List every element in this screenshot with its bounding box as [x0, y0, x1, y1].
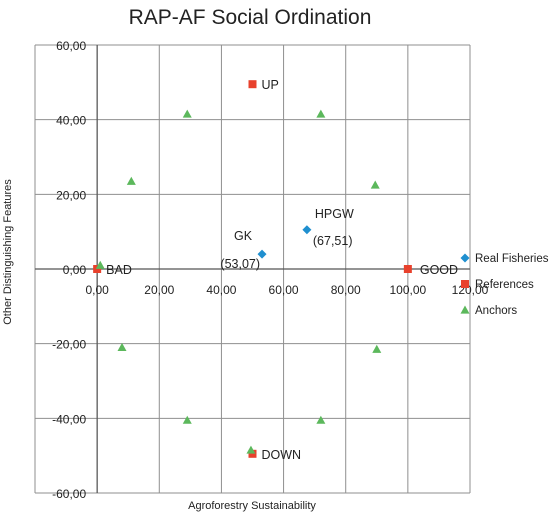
- data-point-label: GOOD: [420, 263, 458, 277]
- legend-marker-triangle: [460, 305, 470, 314]
- legend-entry: Anchors: [475, 305, 517, 317]
- data-point-label: DOWN: [262, 448, 302, 462]
- legend-entry: References: [475, 279, 534, 291]
- data-point-square: [248, 80, 257, 89]
- data-point-triangle: [182, 415, 192, 424]
- y-tick-label: 40,00: [56, 114, 86, 128]
- y-tick-label: 60,00: [56, 39, 86, 53]
- data-point-label: HPGW: [315, 207, 354, 221]
- x-tick-label: 0,00: [85, 283, 109, 297]
- x-tick-label: 40,00: [206, 283, 236, 297]
- data-point-sublabel: (67,51): [313, 234, 353, 248]
- y-tick-label: 0,00: [63, 263, 87, 277]
- data-point-square: [248, 449, 257, 458]
- data-point-triangle: [316, 415, 326, 424]
- data-point-diamond: [302, 225, 312, 235]
- y-tick-label: 20,00: [56, 188, 86, 202]
- data-point-triangle: [117, 342, 127, 351]
- data-point-triangle: [126, 176, 136, 185]
- legend-entry: Real Fisheries: [475, 253, 549, 265]
- data-point-label: GK: [234, 229, 253, 243]
- x-tick-label: 100,00: [390, 283, 427, 297]
- tick-labels: 0,00 20,00 40,00 60,00 80,00 100,00 120,00 -60,…: [52, 39, 489, 501]
- y-tick-label: -60,00: [52, 487, 86, 501]
- data-point-square: [403, 265, 412, 273]
- legend-marker-square: [461, 280, 469, 288]
- data-point-triangle: [182, 109, 192, 118]
- data-point-diamond: [257, 249, 267, 259]
- y-axis-label: Other Distinguishing Features: [2, 179, 14, 325]
- x-tick-label: 80,00: [331, 283, 361, 297]
- data-point-label: UP: [262, 78, 279, 92]
- legend: Real Fisheries References Anchors: [460, 253, 549, 317]
- data-point-triangle: [246, 445, 256, 454]
- data-point-square: [93, 265, 102, 273]
- data-point-label: BAD: [106, 263, 132, 277]
- data-points: GK (53,07) HPGW (67,51) BAD GOOD UP DOWN: [93, 78, 458, 462]
- data-point-triangle: [370, 180, 380, 189]
- x-tick-label: 60,00: [269, 283, 299, 297]
- data-point-triangle: [316, 109, 326, 118]
- legend-marker-diamond: [460, 253, 470, 263]
- x-axis-label: Agroforestry Sustainability: [188, 500, 316, 512]
- data-point-triangle: [372, 344, 382, 353]
- data-point-triangle: [95, 260, 105, 269]
- chart-title: RAP-AF Social Ordination: [129, 6, 372, 29]
- x-tick-label: 20,00: [144, 283, 174, 297]
- y-tick-label: -20,00: [52, 338, 86, 352]
- y-tick-label: -40,00: [52, 412, 86, 426]
- x-tick-label: 120,00: [452, 283, 489, 297]
- data-point-sublabel: (53,07): [220, 257, 260, 271]
